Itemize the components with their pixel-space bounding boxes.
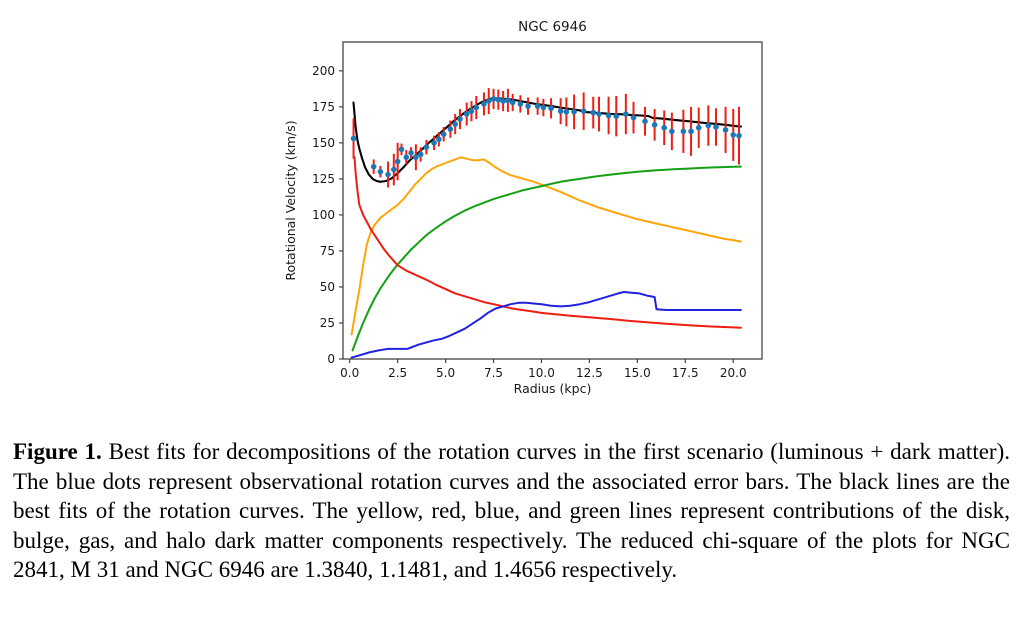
data-point xyxy=(713,124,719,130)
data-point xyxy=(517,101,524,107)
y-tick-label: 25 xyxy=(320,316,335,330)
x-tick-label: 0.0 xyxy=(340,366,359,380)
data-point xyxy=(447,126,454,132)
series-line-disk xyxy=(350,156,742,336)
series-line-halo xyxy=(351,165,742,352)
data-point xyxy=(534,103,541,109)
x-axis-label: Radius (kpc) xyxy=(514,381,592,396)
data-point xyxy=(452,121,458,127)
data-point xyxy=(436,136,442,143)
series-line-gas xyxy=(350,291,742,359)
x-tick-label: 20.0 xyxy=(720,366,747,380)
data-point xyxy=(463,111,470,117)
data-point xyxy=(525,103,531,109)
data-point xyxy=(580,108,587,114)
y-tick-label: 200 xyxy=(312,64,335,78)
x-tick-label: 5.0 xyxy=(436,366,455,380)
data-point xyxy=(391,166,397,173)
data-point xyxy=(500,98,506,104)
data-point xyxy=(440,131,447,138)
observation-error-bars xyxy=(352,88,740,188)
data-point xyxy=(722,127,729,133)
data-point xyxy=(485,98,492,104)
y-axis-label: Rotational Velocity (km/s) xyxy=(283,120,298,280)
rotation-curve-plot: 0 25 50 75 100 125 150 175 200 0.0 2.5 5.0 7.5 10.0 12… xyxy=(280,10,805,425)
y-tick-label: 75 xyxy=(320,244,335,258)
data-point xyxy=(490,96,497,102)
x-tick-label: 2.5 xyxy=(388,366,407,380)
chart-axes: 0 25 50 75 100 125 150 175 200 0.0 2.5 5.0 7.5 10.0 12… xyxy=(312,64,747,380)
data-point xyxy=(350,135,357,142)
observation-data-points xyxy=(350,96,742,178)
figure-caption: Figure 1. Best fits for decompositions o… xyxy=(13,437,1010,585)
y-tick-label: 100 xyxy=(312,208,335,222)
data-point xyxy=(730,132,737,138)
data-point xyxy=(408,150,414,156)
rotation-curve-chart: 0 25 50 75 100 125 150 175 200 0.0 2.5 5.0 7.5 10.0 12… xyxy=(283,19,763,396)
data-point xyxy=(540,104,547,111)
data-point xyxy=(705,122,712,129)
data-point xyxy=(695,124,702,131)
data-point xyxy=(571,109,577,115)
data-point xyxy=(495,96,502,103)
data-point xyxy=(377,168,384,175)
x-tick-label: 15.0 xyxy=(624,366,651,380)
data-point xyxy=(623,111,629,117)
data-point xyxy=(457,116,463,122)
data-point xyxy=(557,108,564,114)
chart-title: NGC 6946 xyxy=(518,19,587,35)
data-point xyxy=(370,163,377,170)
x-tick-label: 10.0 xyxy=(528,366,555,380)
data-point xyxy=(688,128,694,135)
data-point xyxy=(431,140,437,146)
figure-caption-label: Figure 1. xyxy=(13,439,102,464)
y-tick-label: 0 xyxy=(327,352,335,366)
series-line-bulge xyxy=(353,156,742,329)
data-point xyxy=(385,171,391,178)
y-tick-label: 125 xyxy=(312,172,335,186)
data-point xyxy=(605,112,612,119)
data-point xyxy=(680,128,687,135)
data-point xyxy=(736,132,742,139)
data-point xyxy=(563,109,570,115)
data-point xyxy=(468,108,475,114)
data-point xyxy=(642,118,648,125)
data-point xyxy=(394,158,401,165)
data-point xyxy=(613,113,620,120)
data-point xyxy=(509,99,516,106)
x-tick-label: 17.5 xyxy=(672,366,699,380)
figure-caption-text: Best fits for decompositions of the rota… xyxy=(13,439,1010,582)
data-point xyxy=(651,122,658,128)
data-point xyxy=(403,154,410,161)
data-point xyxy=(630,114,637,121)
data-point xyxy=(398,146,405,153)
y-tick-label: 50 xyxy=(320,280,335,294)
x-tick-label: 12.5 xyxy=(576,366,603,380)
data-point xyxy=(669,128,675,135)
data-point xyxy=(417,151,424,158)
data-point xyxy=(413,154,419,161)
data-point xyxy=(661,124,668,131)
data-point xyxy=(481,101,487,107)
y-tick-label: 150 xyxy=(312,136,335,150)
y-tick-label: 175 xyxy=(312,100,335,114)
data-point xyxy=(505,97,511,104)
data-point xyxy=(423,144,430,150)
data-point xyxy=(590,109,597,116)
data-point xyxy=(473,104,480,111)
x-tick-label: 7.5 xyxy=(484,366,503,380)
data-point xyxy=(596,111,602,117)
data-point xyxy=(548,105,554,112)
plot-border xyxy=(342,41,763,360)
